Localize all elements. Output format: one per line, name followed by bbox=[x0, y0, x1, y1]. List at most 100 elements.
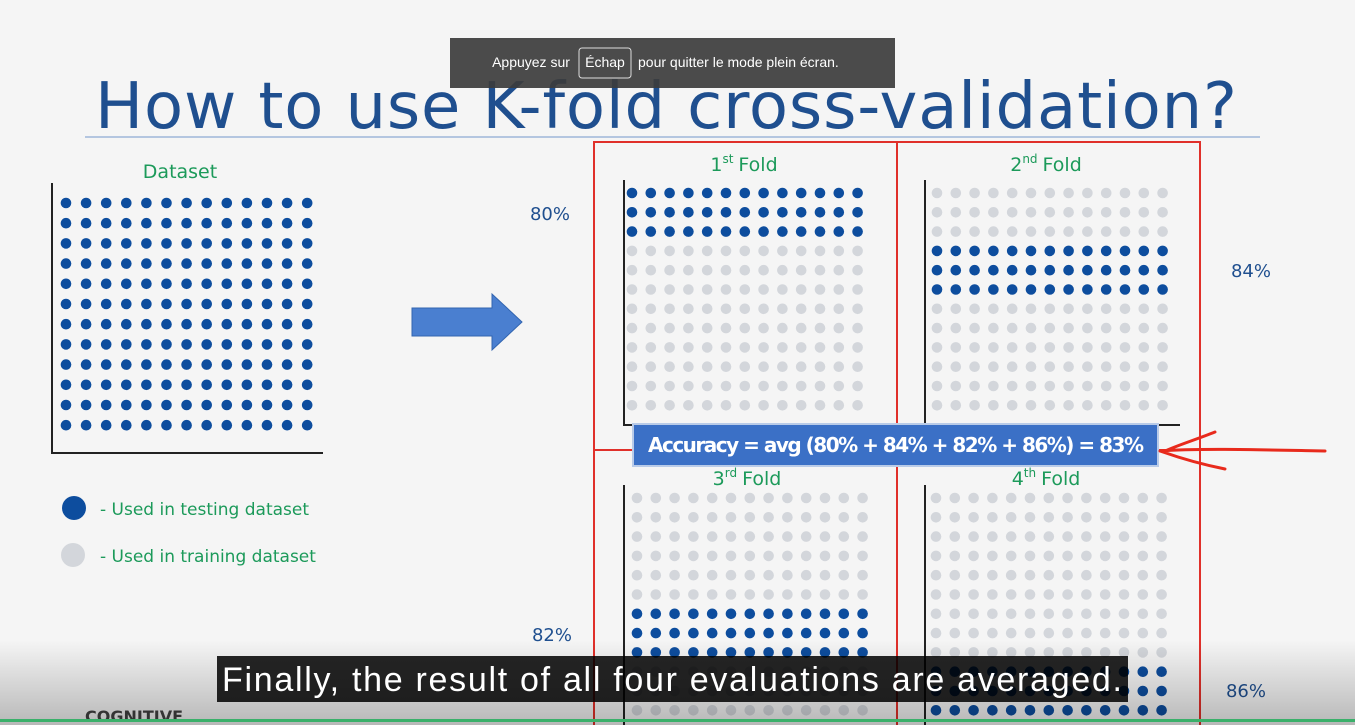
training-dot bbox=[1063, 226, 1074, 237]
testing-dot bbox=[60, 318, 72, 330]
training-dot bbox=[669, 512, 680, 523]
training-dot bbox=[1081, 608, 1092, 620]
training-dot bbox=[1156, 569, 1167, 581]
testing-dot bbox=[121, 278, 132, 290]
testing-dot bbox=[782, 627, 793, 639]
training-dot bbox=[949, 589, 961, 600]
training-dot bbox=[833, 264, 845, 276]
training-dot bbox=[1063, 361, 1074, 373]
testing-dot bbox=[241, 359, 253, 370]
training-dot bbox=[968, 569, 979, 581]
testing-dot bbox=[857, 627, 868, 639]
testing-dot bbox=[777, 226, 788, 237]
training-dot bbox=[1024, 589, 1036, 600]
training-dot bbox=[688, 531, 699, 542]
testing-dot bbox=[201, 217, 212, 229]
training-dot bbox=[987, 627, 998, 639]
training-dot bbox=[683, 284, 694, 295]
training-dot bbox=[1119, 207, 1131, 218]
fullscreen-notice bbox=[450, 38, 895, 88]
training-dot bbox=[838, 589, 850, 600]
training-dot bbox=[1063, 400, 1074, 411]
testing-dot bbox=[100, 399, 112, 411]
training-dot bbox=[1024, 569, 1036, 581]
training-dot bbox=[795, 380, 807, 392]
testing-dot bbox=[701, 226, 713, 237]
training-dot bbox=[782, 589, 793, 600]
training-dot bbox=[968, 492, 979, 504]
fold-number: 4 bbox=[1012, 468, 1024, 490]
training-dot bbox=[1137, 608, 1149, 620]
training-dot bbox=[852, 245, 863, 257]
training-dot bbox=[688, 492, 699, 504]
testing-dot bbox=[281, 238, 293, 249]
training-dot bbox=[758, 245, 769, 257]
testing-dot bbox=[100, 298, 112, 310]
testing-dot bbox=[261, 359, 273, 370]
training-dot bbox=[725, 492, 737, 504]
training-dot bbox=[664, 342, 675, 353]
training-dot bbox=[1005, 608, 1017, 620]
training-dot bbox=[1006, 187, 1018, 199]
training-dot bbox=[758, 380, 769, 392]
training-dot bbox=[626, 380, 638, 392]
training-dot bbox=[701, 284, 713, 295]
training-dot bbox=[1138, 226, 1150, 237]
fold-suffix: st bbox=[722, 152, 733, 166]
training-dot bbox=[931, 207, 943, 218]
training-dot bbox=[1006, 400, 1018, 411]
training-dot bbox=[626, 284, 638, 295]
testing-dot bbox=[121, 399, 132, 411]
training-dot bbox=[1157, 207, 1168, 218]
testing-dot bbox=[181, 359, 192, 370]
testing-dot bbox=[988, 245, 999, 257]
testing-dot bbox=[650, 627, 662, 639]
training-dot bbox=[1157, 303, 1168, 315]
training-dot bbox=[1062, 627, 1073, 639]
training-dot bbox=[1063, 303, 1074, 315]
training-dot bbox=[969, 400, 980, 411]
training-dot bbox=[1025, 226, 1037, 237]
testing-dot bbox=[281, 359, 293, 370]
training-dot bbox=[1082, 342, 1093, 353]
testing-dot bbox=[141, 258, 152, 269]
training-dot bbox=[744, 569, 756, 581]
training-dot bbox=[795, 264, 807, 276]
training-dot bbox=[1063, 322, 1074, 334]
training-dot bbox=[1118, 589, 1130, 600]
training-dot bbox=[833, 245, 845, 257]
training-dot bbox=[819, 569, 831, 581]
notice-key: Échap bbox=[585, 54, 625, 70]
testing-dot bbox=[241, 197, 253, 209]
training-dot bbox=[683, 322, 694, 334]
testing-dot bbox=[121, 339, 132, 350]
training-dot bbox=[744, 492, 756, 504]
testing-dot bbox=[650, 608, 662, 620]
testing-dot bbox=[141, 278, 152, 290]
testing-dot bbox=[626, 226, 638, 237]
testing-dot bbox=[281, 298, 293, 310]
training-dot bbox=[1044, 187, 1056, 199]
training-dot bbox=[987, 531, 998, 542]
testing-dot bbox=[931, 245, 943, 257]
testing-dot bbox=[221, 399, 233, 411]
testing-dot bbox=[80, 379, 92, 391]
training-dot bbox=[1006, 303, 1018, 315]
red-annotation bbox=[1158, 430, 1327, 471]
notice-text: pour quitter le mode plein écran. bbox=[638, 54, 839, 70]
training-dot bbox=[1043, 512, 1055, 523]
testing-dot bbox=[221, 298, 233, 310]
training-dot bbox=[758, 284, 769, 295]
testing-dot bbox=[720, 207, 732, 218]
fold-word: Fold bbox=[742, 468, 781, 490]
training-dot bbox=[1006, 207, 1018, 218]
testing-dot bbox=[281, 318, 293, 330]
testing-dot bbox=[1025, 245, 1037, 257]
training-dot bbox=[1005, 550, 1017, 562]
training-dot bbox=[645, 303, 657, 315]
training-dot bbox=[1043, 589, 1055, 600]
training-dot bbox=[1043, 627, 1055, 639]
training-dot bbox=[1081, 492, 1092, 504]
testing-dot bbox=[725, 608, 737, 620]
training-dot bbox=[852, 264, 863, 276]
